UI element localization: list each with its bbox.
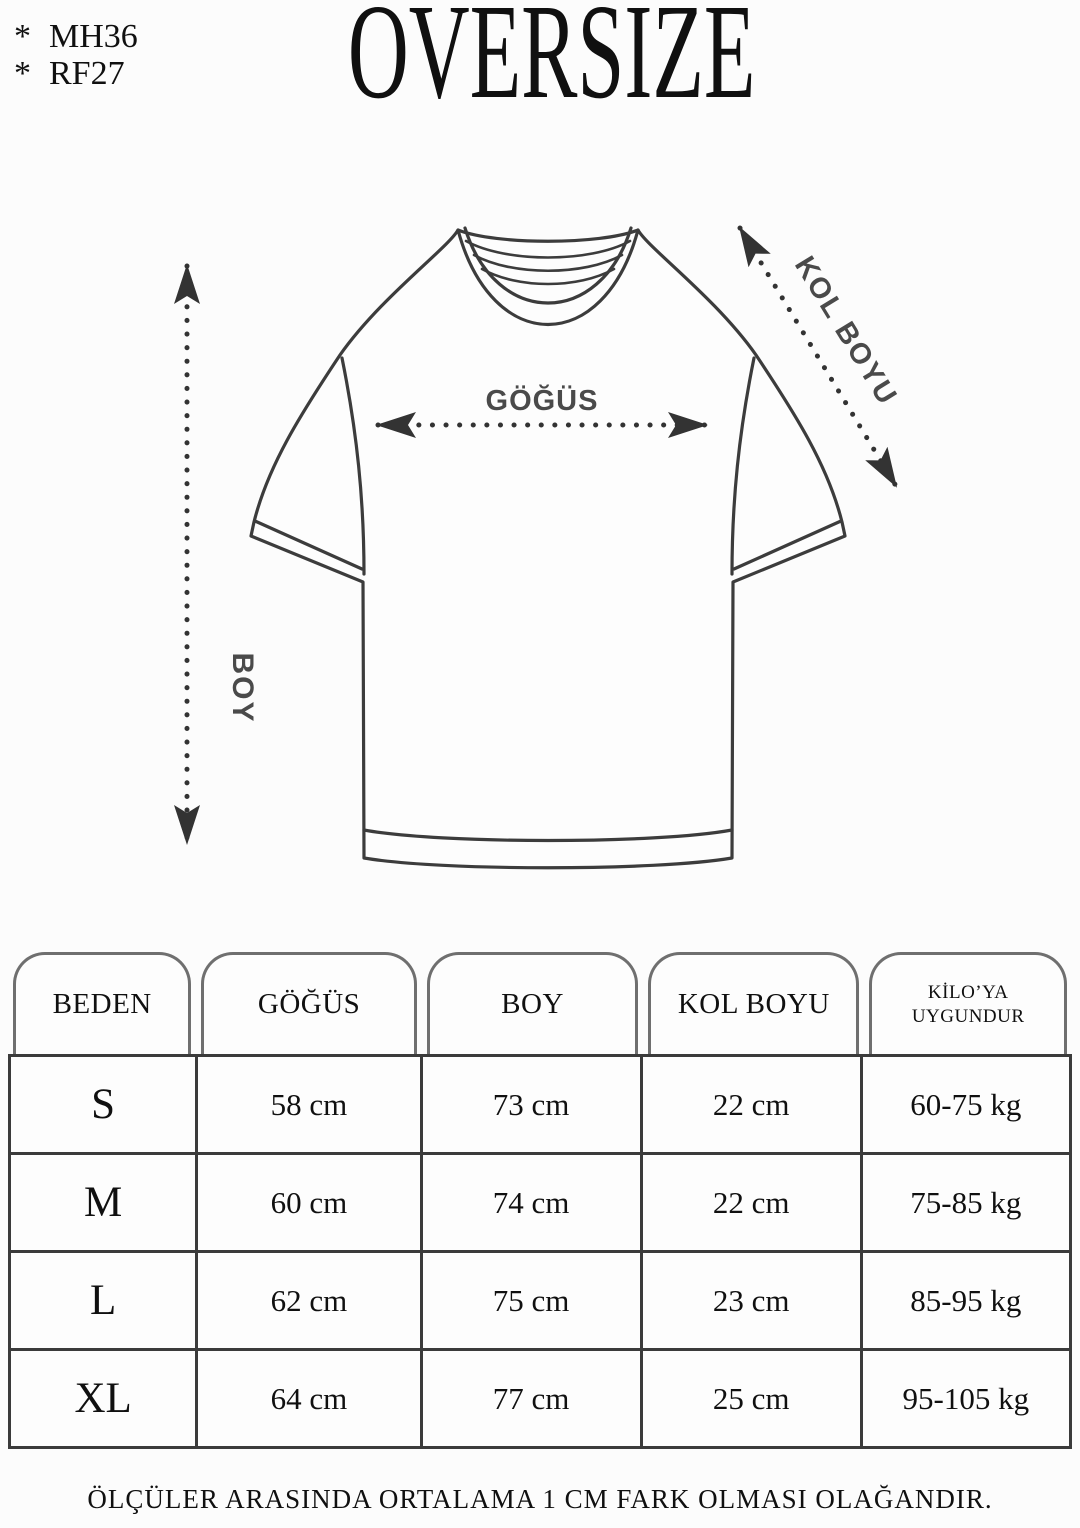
back-collar-line — [472, 253, 624, 272]
table-row-m: M 60 cm 74 cm 22 cm 75-85 kg — [11, 1155, 1069, 1253]
product-code-row: * MH36 — [14, 18, 138, 55]
product-code: RF27 — [49, 55, 125, 92]
length-cell: 74 cm — [422, 1155, 643, 1253]
collar-outer-arc — [456, 228, 640, 327]
back-collar-line — [464, 239, 632, 259]
cuff-line-left — [253, 519, 364, 571]
back-collar-line — [480, 267, 616, 286]
header-cell-kilo: KİLO’YA UYGUNDUR — [869, 952, 1067, 1054]
length-cell: 77 cm — [422, 1351, 643, 1446]
header-cell-kol-boyu: KOL BOYU — [648, 952, 860, 1054]
sleeve-cell: 23 cm — [642, 1253, 863, 1351]
table-row-xl: XL 64 cm 77 cm 25 cm 95-105 kg — [11, 1351, 1069, 1446]
size-table-body: S 58 cm 73 cm 22 cm 60-75 kg M 60 cm 74 … — [8, 1054, 1072, 1449]
chest-label: GÖĞÜS — [486, 383, 599, 417]
chest-cell: 58 cm — [198, 1057, 423, 1155]
measurement-arrows — [174, 225, 899, 846]
tshirt-measurement-diagram: BOY GÖĞÜS KOL BOYU — [174, 225, 903, 870]
header-cell-beden: BEDEN — [13, 952, 192, 1054]
size-cell: XL — [11, 1351, 199, 1446]
tshirt-silhouette — [249, 228, 847, 870]
sleeve-arrow — [737, 225, 899, 489]
length-cell: 75 cm — [422, 1253, 643, 1351]
sleeve-cell: 22 cm — [642, 1155, 863, 1253]
chest-cell: 60 cm — [198, 1155, 423, 1253]
hem-line — [362, 828, 734, 843]
collar-inner-arc — [463, 226, 633, 305]
product-codes: * MH36 * RF27 — [14, 18, 138, 92]
code-bullet: * — [14, 55, 31, 92]
product-code: MH36 — [49, 18, 138, 55]
page-title: OVERSİZE — [348, 0, 756, 127]
weight-cell: 85-95 kg — [862, 1253, 1069, 1351]
table-row-s: S 58 cm 73 cm 22 cm 60-75 kg — [11, 1057, 1069, 1155]
armhole-seam-left — [340, 356, 366, 576]
tshirt-outline — [249, 226, 847, 870]
weight-cell: 95-105 kg — [862, 1351, 1069, 1446]
header-cell-gogus: GÖĞÜS — [201, 952, 417, 1054]
weight-cell: 60-75 kg — [862, 1057, 1069, 1155]
product-code-row: * RF27 — [14, 55, 138, 92]
size-cell: S — [11, 1057, 199, 1155]
table-row-l: L 62 cm 75 cm 23 cm 85-95 kg — [11, 1253, 1069, 1351]
length-label: BOY — [226, 652, 259, 723]
length-cell: 73 cm — [422, 1057, 643, 1155]
size-cell: L — [11, 1253, 199, 1351]
cuff-line-right — [732, 519, 843, 571]
weight-cell: 75-85 kg — [862, 1155, 1069, 1253]
code-bullet: * — [14, 18, 31, 55]
chest-cell: 64 cm — [198, 1351, 423, 1446]
size-cell: M — [11, 1155, 199, 1253]
sleeve-label: KOL BOYU — [788, 251, 903, 411]
size-table-header: BEDEN GÖĞÜS BOY KOL BOYU KİLO’YA UYGUNDU… — [8, 952, 1072, 1054]
title-wrap: OVERSİZE — [12, 0, 1080, 127]
sleeve-cell: 25 cm — [642, 1351, 863, 1446]
size-table: BEDEN GÖĞÜS BOY KOL BOYU KİLO’YA UYGUNDU… — [8, 952, 1072, 1449]
footer-note: ÖLÇÜLER ARASINDA ORTALAMA 1 CM FARK OLMA… — [87, 1484, 993, 1514]
header-cell-boy: BOY — [426, 952, 639, 1054]
sleeve-cell: 22 cm — [642, 1057, 863, 1155]
chest-cell: 62 cm — [198, 1253, 423, 1351]
